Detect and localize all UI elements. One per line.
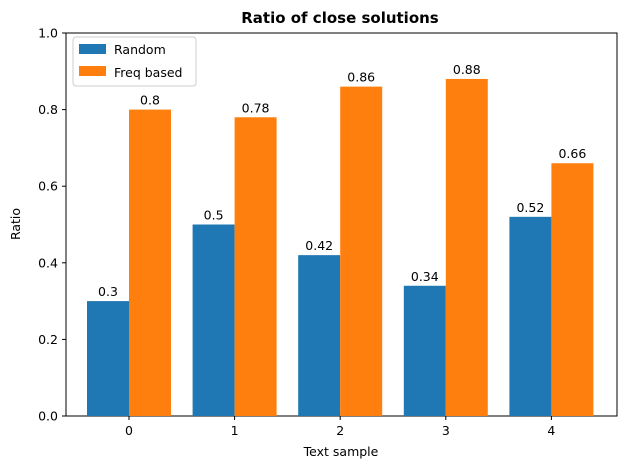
legend: Random Freq based	[72, 36, 197, 87]
bar-random-1	[192, 224, 235, 416]
bar-freq-based-0	[129, 109, 171, 416]
x-tick-label: 4	[547, 423, 555, 438]
data-label-freq-based-0: 0.8	[140, 93, 160, 108]
data-label-freq-based-1: 0.78	[242, 100, 270, 115]
x-axis-label: Text sample	[303, 444, 379, 459]
data-label-random-3: 0.34	[411, 269, 439, 284]
legend-label-random: Random	[114, 42, 166, 57]
y-tick-label: 0.0	[38, 409, 58, 424]
data-label-random-4: 0.52	[516, 200, 544, 215]
bar-random-2	[298, 255, 341, 416]
bar-freq-based-2	[340, 86, 383, 417]
x-tick-label: 2	[336, 423, 344, 438]
data-label-random-2: 0.42	[305, 238, 333, 253]
legend-label-freq-based: Freq based	[114, 65, 182, 80]
legend-swatch-freq-based	[79, 66, 106, 76]
y-tick-label: 0.2	[38, 332, 58, 347]
data-label-freq-based-3: 0.88	[453, 62, 481, 77]
x-tick-label: 3	[442, 423, 450, 438]
y-axis-ticks: 0.0 0.2 0.4 0.6 0.8 1.0	[38, 26, 66, 424]
bar-random-4	[509, 216, 552, 416]
data-labels: 0.3 0.5 0.42 0.34 0.52 0.8 0.78 0.86 0.88 0.66	[98, 62, 586, 299]
legend-swatch-random	[79, 44, 106, 54]
x-tick-label: 1	[231, 423, 239, 438]
data-label-freq-based-2: 0.86	[347, 70, 375, 85]
y-tick-label: 1.0	[38, 26, 58, 41]
y-tick-label: 0.6	[38, 179, 58, 194]
bars	[87, 78, 594, 417]
data-label-random-0: 0.3	[98, 284, 118, 299]
bar-random-3	[403, 285, 446, 416]
x-axis-ticks: 0 1 2 3 4	[125, 416, 555, 438]
bar-freq-based-3	[445, 78, 488, 417]
data-label-freq-based-4: 0.66	[558, 146, 586, 161]
data-label-random-1: 0.5	[204, 208, 224, 223]
y-axis-label: Ratio	[8, 208, 23, 240]
bar-freq-based-4	[551, 163, 594, 416]
y-tick-label: 0.4	[38, 255, 58, 270]
x-tick-label: 0	[125, 423, 133, 438]
chart-title: Ratio of close solutions	[241, 9, 439, 27]
y-tick-label: 0.8	[38, 102, 58, 117]
bar-freq-based-1	[234, 117, 277, 416]
bar-random-0	[87, 301, 129, 416]
